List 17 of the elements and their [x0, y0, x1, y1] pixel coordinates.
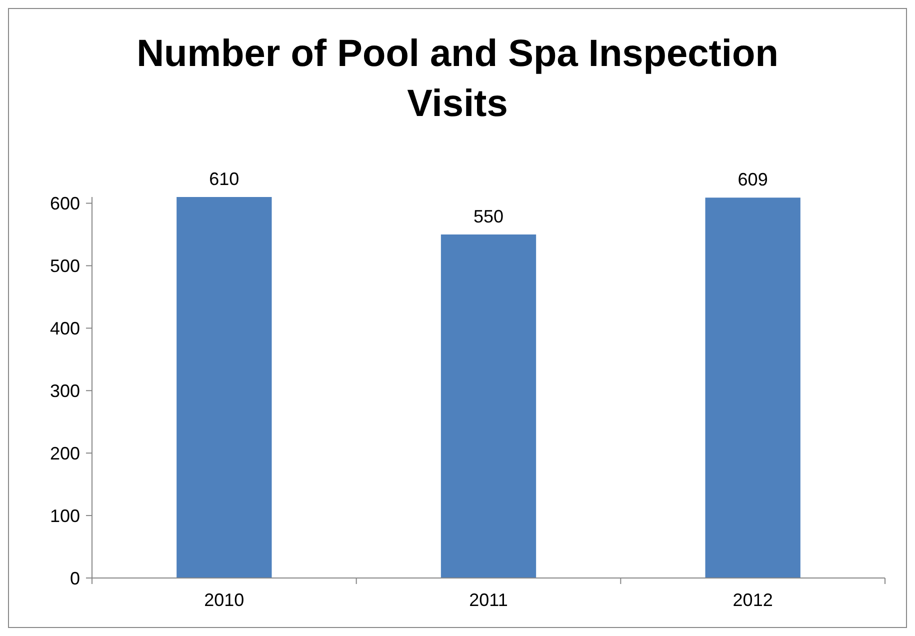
- bar: [176, 197, 272, 578]
- x-tick-label: 2010: [204, 590, 244, 610]
- y-tick-label: 300: [50, 380, 80, 401]
- x-tick-label: 2012: [732, 590, 773, 610]
- y-tick-label: 200: [50, 443, 80, 464]
- bar: [705, 198, 800, 578]
- chart-title: Number of Pool and Spa Inspection Visits: [136, 33, 778, 125]
- data-label: 610: [209, 169, 240, 189]
- data-label: 550: [473, 206, 504, 226]
- y-tick-label: 0: [70, 568, 80, 588]
- y-tick-label: 100: [50, 506, 80, 526]
- y-tick-label: 400: [50, 318, 80, 338]
- bar: [440, 234, 536, 578]
- data-label: 609: [738, 170, 768, 190]
- y-tick-label: 600: [50, 194, 80, 214]
- x-tick-label: 2011: [469, 590, 508, 610]
- y-tick-label: 500: [50, 256, 80, 276]
